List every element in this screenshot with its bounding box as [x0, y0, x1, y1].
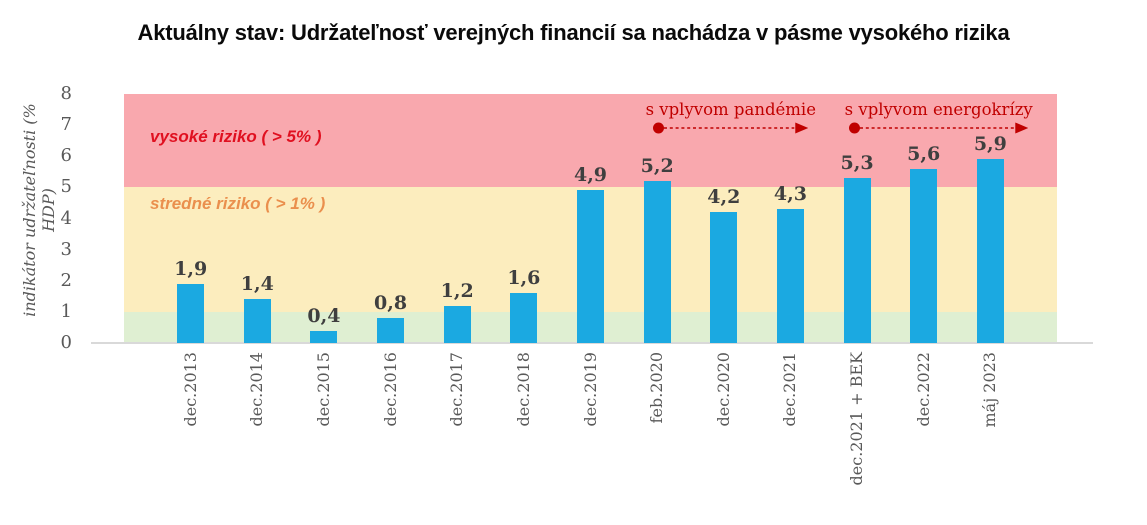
x-axis-label-text: dec.2019 [580, 352, 600, 427]
high-risk-band-label: vysoké riziko ( > 5% ) [150, 127, 322, 146]
bar-value-label: 4,9 [573, 164, 608, 187]
bar-value-label: 4,3 [773, 183, 807, 206]
bar [310, 330, 338, 343]
x-axis-label: dec.2021 [757, 352, 823, 426]
x-axis-line [91, 342, 1093, 344]
x-axis-label: dec.2017 [424, 352, 490, 426]
bar [577, 190, 604, 343]
x-axis-label: máj 2023 [957, 352, 1023, 427]
x-axis-label: dec.2014 [224, 352, 290, 426]
bar-value-label: 5,3 [840, 152, 874, 175]
x-axis-label-text: dec.2021 + BEK [847, 352, 867, 486]
bar [510, 293, 538, 343]
bar [776, 209, 804, 343]
y-axis-tick: 4 [60, 207, 72, 229]
y-axis-tick: 5 [60, 176, 72, 198]
x-axis-label: dec.2021 + BEK [824, 352, 890, 485]
y-axis-tick: 8 [60, 83, 72, 104]
bar-value-label: 5,2 [640, 155, 674, 178]
x-axis-label: dec.2015 [291, 352, 357, 426]
bar [710, 212, 738, 343]
bar-value-label: 1,4 [240, 273, 274, 296]
x-axis-label-text: dec.2016 [380, 352, 400, 427]
chart-title: Aktuálny stav: Udržateľnosť verejných fi… [137, 20, 1010, 45]
x-axis-label-text: feb.2020 [647, 352, 667, 424]
bar-value-label: 0,8 [374, 292, 408, 315]
x-axis-label-text: dec.2022 [913, 352, 933, 427]
annotation-pandemic-label: s vplyvom pandémie [645, 100, 816, 119]
x-axis-label: dec.2013 [158, 352, 224, 426]
bar [910, 168, 938, 343]
bar-value-label: 5,6 [907, 142, 941, 165]
bar-value-label: 0,4 [307, 304, 341, 327]
y-axis-tick: 7 [60, 114, 72, 136]
bar [243, 299, 271, 343]
y-axis-tick: 2 [60, 269, 72, 291]
y-axis-tick: 6 [60, 145, 72, 167]
x-axis-label-text: máj 2023 [980, 352, 1000, 428]
x-axis-label: dec.2020 [691, 352, 757, 426]
x-axis-label: dec.2019 [558, 352, 624, 426]
y-axis-tick: 1 [60, 300, 72, 322]
bar-value-label: 4,2 [707, 186, 741, 209]
bar-value-label: 1,6 [507, 267, 541, 290]
x-axis-label-text: dec.2014 [247, 352, 267, 427]
y-axis-tick: 3 [60, 238, 72, 260]
x-axis-label: feb.2020 [624, 352, 690, 423]
x-axis-label-text: dec.2018 [513, 352, 533, 427]
x-axis-label: dec.2018 [491, 352, 557, 426]
bar-value-label: 5,9 [973, 133, 1007, 156]
bar [643, 181, 671, 343]
bar [177, 283, 205, 343]
bar-value-label: 1,9 [174, 257, 208, 280]
bar [843, 178, 871, 343]
x-axis-label: dec.2016 [358, 352, 424, 426]
bar [443, 305, 471, 343]
x-axis-label-text: dec.2021 [780, 352, 800, 427]
x-axis-label: dec.2022 [891, 352, 957, 426]
annotation-energy-crisis-label: s vplyvom energokrízy [844, 100, 1033, 119]
dashed-arrow-icon [653, 122, 809, 134]
bar [976, 159, 1004, 343]
bar [377, 318, 405, 343]
risk-band [124, 94, 1057, 188]
y-axis-tick: 0 [60, 332, 72, 353]
x-axis-label-text: dec.2020 [713, 352, 733, 427]
x-axis-label-text: dec.2017 [447, 352, 467, 427]
x-axis-label-text: dec.2013 [180, 352, 200, 427]
bar-value-label: 1,2 [440, 279, 474, 302]
x-axis-label-text: dec.2015 [313, 352, 333, 427]
medium-risk-band-label: stredné riziko ( > 1% ) [150, 194, 326, 213]
dashed-arrow-icon [849, 122, 1029, 134]
